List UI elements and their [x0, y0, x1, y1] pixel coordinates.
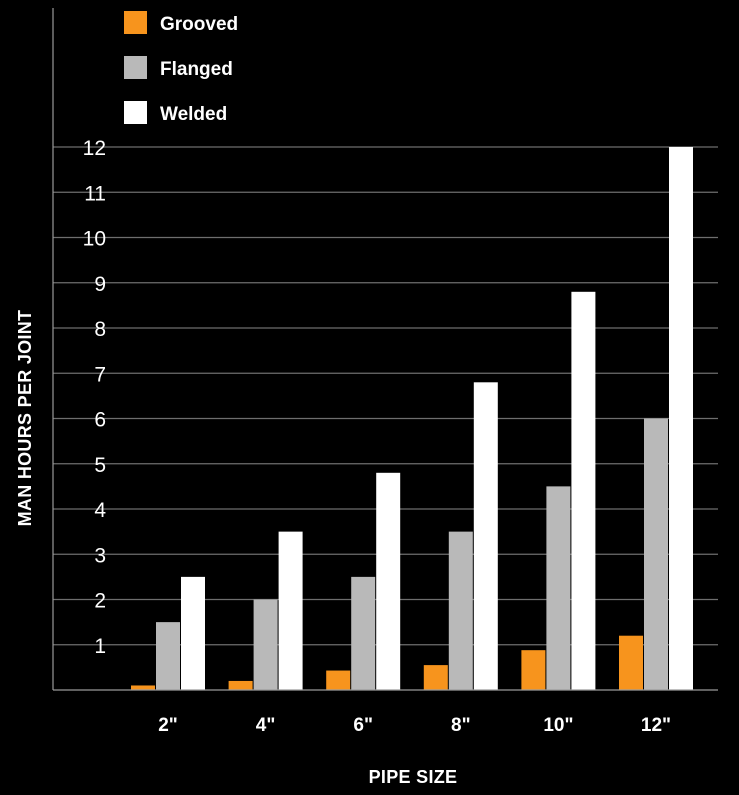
y-tick-label: 10	[83, 228, 106, 251]
bar-grooved	[619, 635, 643, 690]
y-tick-label: 11	[84, 182, 106, 205]
bar-grooved	[131, 685, 155, 690]
y-tick-label: 3	[94, 544, 106, 567]
y-axis-title: MAN HOURS PER JOINT	[15, 310, 35, 527]
x-tick-labels: 2" 4" 6" 8" 10" 12"	[158, 715, 671, 736]
legend-label-welded: Welded	[160, 104, 227, 125]
bar-grooved	[423, 665, 448, 690]
bar-welded	[278, 531, 303, 690]
y-tick-label: 9	[94, 273, 106, 296]
y-tick-label: 5	[94, 454, 106, 477]
bar-flanged	[351, 576, 376, 690]
legend: Grooved Flanged Welded	[124, 11, 238, 125]
bar-grooved	[326, 670, 351, 690]
bar-flanged	[644, 418, 668, 690]
y-tick-label: 8	[94, 318, 106, 341]
y-tick-label: 7	[94, 363, 106, 386]
x-axis-title: PIPE SIZE	[369, 767, 458, 787]
x-tick-label: 6"	[353, 715, 373, 736]
bar-welded	[571, 291, 596, 690]
x-tick-label: 12"	[641, 715, 671, 736]
bar-grooved	[228, 680, 253, 690]
legend-swatch-welded	[124, 101, 147, 124]
bar-welded	[473, 382, 498, 690]
bar-grooved	[521, 650, 546, 690]
legend-swatch-grooved	[124, 11, 147, 34]
y-tick-label: 2	[94, 590, 106, 613]
bar-flanged	[253, 599, 278, 690]
x-tick-label: 10"	[543, 715, 573, 736]
gridlines	[53, 146, 718, 646]
y-tick-label: 1	[94, 635, 106, 658]
bar-flanged	[448, 531, 473, 690]
y-tick-label: 6	[94, 409, 106, 432]
bar-welded	[181, 576, 205, 690]
legend-label-flanged: Flanged	[160, 59, 233, 80]
bar-welded	[376, 472, 401, 690]
y-tick-label: 4	[94, 499, 106, 522]
x-tick-label: 4"	[256, 715, 276, 736]
x-tick-label: 2"	[158, 715, 178, 736]
bar-flanged	[546, 486, 571, 690]
legend-label-grooved: Grooved	[160, 14, 238, 35]
y-tick-label: 12	[83, 137, 106, 160]
bars	[131, 147, 693, 690]
bar-welded	[669, 147, 693, 690]
bar-flanged	[156, 622, 180, 690]
legend-swatch-flanged	[124, 56, 147, 79]
x-tick-label: 8"	[451, 715, 471, 736]
